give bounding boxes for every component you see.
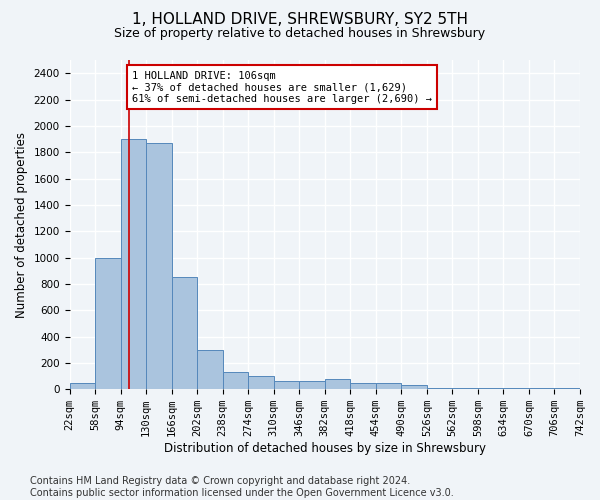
Bar — [325, 380, 350, 389]
Bar — [95, 258, 121, 389]
Bar — [452, 388, 478, 389]
Text: 1 HOLLAND DRIVE: 106sqm
← 37% of detached houses are smaller (1,629)
61% of semi: 1 HOLLAND DRIVE: 106sqm ← 37% of detache… — [132, 70, 432, 104]
Bar — [197, 350, 223, 389]
Text: Contains HM Land Registry data © Crown copyright and database right 2024.
Contai: Contains HM Land Registry data © Crown c… — [30, 476, 454, 498]
Bar — [70, 382, 95, 389]
Y-axis label: Number of detached properties: Number of detached properties — [15, 132, 28, 318]
X-axis label: Distribution of detached houses by size in Shrewsbury: Distribution of detached houses by size … — [164, 442, 486, 455]
Bar — [427, 388, 452, 389]
Bar — [350, 382, 376, 389]
Bar — [376, 382, 401, 389]
Bar — [478, 388, 503, 389]
Bar — [401, 386, 427, 389]
Bar — [223, 372, 248, 389]
Bar — [172, 278, 197, 389]
Bar — [274, 382, 299, 389]
Bar — [299, 382, 325, 389]
Text: Size of property relative to detached houses in Shrewsbury: Size of property relative to detached ho… — [115, 28, 485, 40]
Bar — [529, 388, 554, 389]
Text: 1, HOLLAND DRIVE, SHREWSBURY, SY2 5TH: 1, HOLLAND DRIVE, SHREWSBURY, SY2 5TH — [132, 12, 468, 28]
Bar — [503, 388, 529, 389]
Bar — [146, 143, 172, 389]
Bar — [121, 139, 146, 389]
Bar — [554, 388, 580, 389]
Bar — [248, 376, 274, 389]
